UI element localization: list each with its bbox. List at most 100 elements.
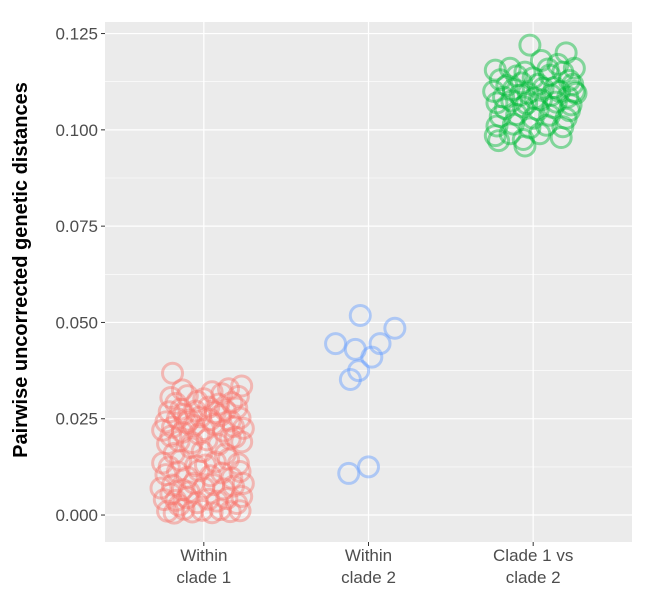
data-point [172,497,196,521]
data-point [165,460,189,484]
data-point [164,488,188,512]
data-point [184,454,208,478]
data-point [538,63,562,87]
data-point [175,411,199,435]
data-point [149,476,173,500]
data-point [500,89,524,113]
data-point [338,367,362,391]
x-tick-label: Within clade 2 [341,546,396,587]
data-point [223,425,247,449]
data-point [518,33,542,57]
data-point [548,79,572,103]
data-point [218,409,242,433]
data-point [483,58,507,82]
data-point [526,72,550,96]
data-point [529,88,553,112]
data-point [556,85,580,109]
data-point [156,499,180,523]
y-tick-label: 0.000 [55,506,98,525]
data-point [220,466,244,490]
data-point [495,74,519,98]
data-point [485,114,509,138]
data-point [562,56,586,80]
data-point [185,491,209,515]
data-point [184,399,208,423]
data-point [347,359,371,383]
data-point [492,85,516,109]
data-point [159,386,183,410]
data-point [551,115,575,139]
data-point [528,122,552,146]
data-point [482,79,506,103]
data-point [159,482,183,506]
data-point [557,99,581,123]
data-point [182,471,206,495]
data-point [205,489,229,513]
data-point [162,501,186,525]
data-point [501,77,525,101]
data-point [167,493,191,517]
data-point [498,56,522,80]
data-point [192,387,216,411]
data-point [218,427,242,451]
data-point [231,471,255,495]
data-point [175,486,199,510]
data-point [164,391,188,415]
data-point [536,57,560,81]
data-point [169,448,193,472]
data-point [161,473,185,497]
x-tick-label: Clade 1 vs clade 2 [493,546,573,587]
data-point [511,95,535,119]
data-point [210,382,234,406]
data-point [151,451,175,475]
data-point [516,81,540,105]
data-point [226,452,250,476]
y-tick-label: 0.050 [55,313,98,332]
data-point [562,79,586,103]
data-point [169,397,193,421]
data-point [337,461,361,485]
data-point [526,98,550,122]
data-point [208,404,232,428]
data-point [493,97,517,121]
data-point [215,486,239,510]
data-point [210,461,234,485]
data-point [228,499,252,523]
y-axis-ticks: 0.000 0.025 0.050 0.075 0.100 0.125 [55,25,105,525]
data-point [343,337,367,361]
data-point [179,436,203,460]
y-axis-label: Pairwise uncorrected genetic distances [10,82,32,458]
data-point [488,68,512,92]
data-point [193,453,217,477]
data-point [523,86,547,110]
x-tick-label: Within clade 1 [176,546,231,587]
data-point [189,405,213,429]
data-point [207,392,231,416]
data-point [198,464,222,488]
data-point [554,41,578,65]
data-point [487,129,511,153]
data-point [161,415,185,439]
data-point [511,127,535,151]
data-point [157,455,181,479]
data-point [217,377,241,401]
data-point [324,332,348,356]
y-tick-label: 0.125 [55,25,98,44]
data-point [225,491,249,515]
data-point [546,52,570,76]
data-point [228,460,252,484]
data-point [200,380,224,404]
data-point [162,441,186,465]
data-point [531,76,555,100]
data-point [226,384,250,408]
data-point [185,389,209,413]
x-axis-ticks: Within clade 1 Within clade 2 Clade 1 vs clad… [176,542,573,587]
data-point [564,81,588,105]
data-point [230,374,254,398]
data-point [221,414,245,438]
data-point [198,408,222,432]
gridlines [105,22,632,542]
data-point [203,401,227,425]
data-point [544,90,568,114]
data-point [175,384,199,408]
